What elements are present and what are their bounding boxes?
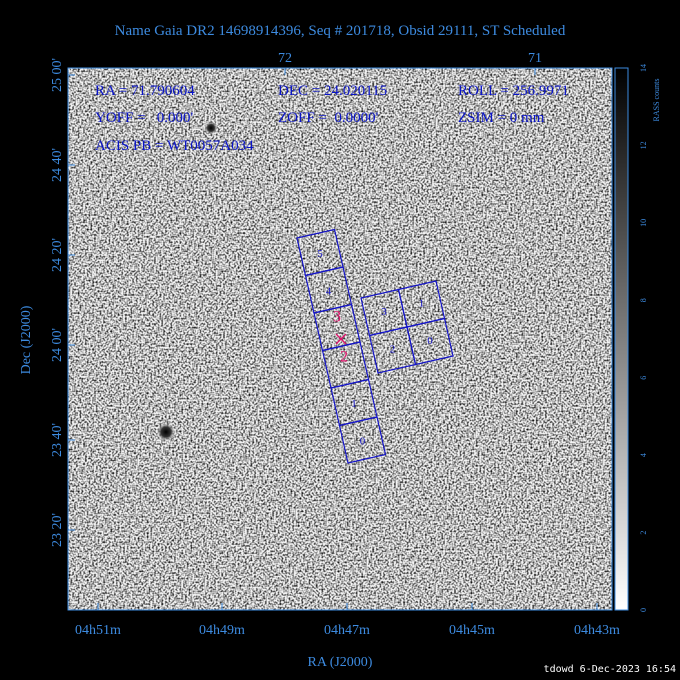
y-tick-label: 25 00' [50,58,65,92]
x-tick-label: 04h45m [449,623,495,638]
colorbar-tick-label: 4 [639,453,648,457]
chip-label: 2 [390,344,396,356]
x-tick-label: 04h43m [574,623,620,638]
info-text: ROLL = 256.9971 [458,83,569,99]
x-tick-label: 04h47m [324,623,370,638]
chip-label: 0 [360,436,366,448]
colorbar-tick-label: 14 [639,64,648,72]
chip-label: 1 [419,298,425,310]
info-text: ZOFF = 0.0000' [278,110,379,126]
chip-label: 3 [381,306,387,318]
chip-label: 5 [317,248,323,260]
source [156,422,176,442]
chip [338,416,387,464]
source [204,121,218,135]
acis-chips: 5 4 1 0 3 1 2 0 [296,228,454,464]
info-text: RA = 71.790604 [95,83,195,99]
y-axis-label: Dec (J2000) [19,305,34,374]
info-text: YOFF = 0.000' [95,110,194,126]
chip-label: 4 [326,286,332,298]
aimpoint [335,333,347,345]
x-tick-label: 04h49m [199,623,245,638]
info-text: DEC = 24.020115 [278,83,387,99]
colorbar-tick-label: 10 [639,219,648,227]
colorbar-tick-label: 12 [639,141,648,149]
info-text: ZSIM = 0 mm [458,110,545,126]
plot-frame [67,67,613,611]
y-tick-label: 23 40' [50,423,65,457]
colorbar [614,67,629,611]
aimpoint-label: 3 [333,309,341,326]
chip-label: 0 [427,335,433,347]
top-tick-label: 71 [528,51,542,66]
colorbar-tick-label: 6 [639,376,648,380]
x-axis-label: RA (J2000) [308,655,373,670]
axis-ticks [68,68,598,610]
footer: tdowd 6-Dec-2023 16:54 [544,664,676,675]
chip [406,317,454,366]
y-tick-label: 23 20' [50,513,65,547]
y-tick-label: 24 20' [50,238,65,272]
y-tick-label: 24 40' [50,148,65,182]
x-tick-label: 04h51m [75,623,121,638]
info-text: ACIS PB = WT0057A034 [95,138,254,154]
top-tick-label: 72 [278,51,292,66]
noise [68,68,612,610]
colorbar-tick-label: 2 [639,531,648,535]
colorbar-label: RASS counts [652,79,661,122]
chip-label: 1 [351,398,357,410]
colorbar-tick-label: 8 [639,298,648,302]
title: Name Gaia DR2 14698914396, Seq # 201718,… [115,23,566,39]
aimpoint-label: 2 [340,349,348,366]
y-tick-label: 24 00' [50,328,65,362]
colorbar-tick-label: 0 [639,608,648,612]
